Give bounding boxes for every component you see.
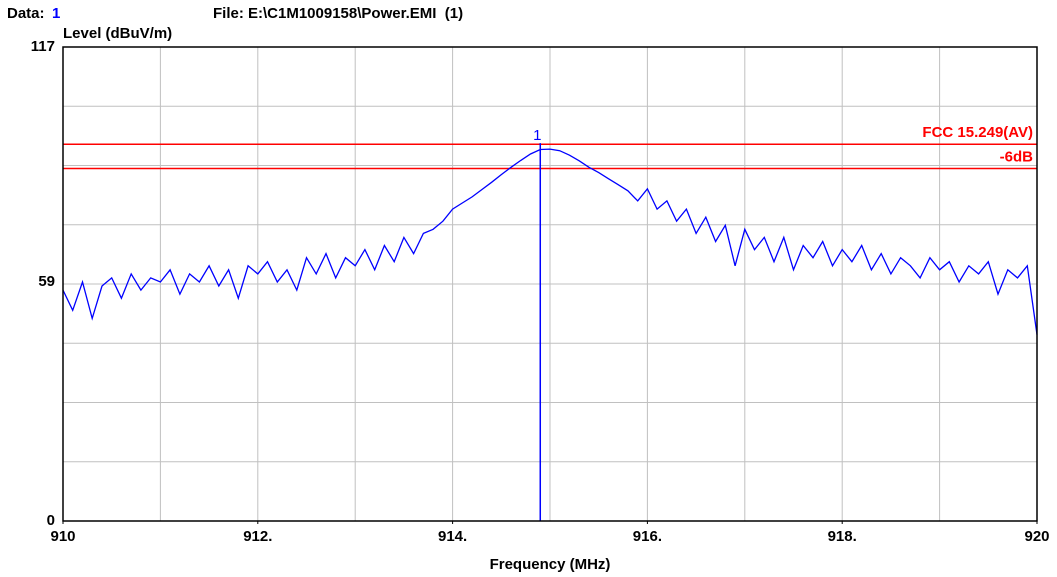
y-tick-label: 0 [47, 512, 55, 529]
y-axis-label: Level (dBuV/m) [63, 25, 172, 42]
x-tick-label: 914. [438, 528, 467, 545]
y-tick-label: 117 [31, 38, 55, 55]
x-tick-label: 918. [828, 528, 857, 545]
limit-label: -6dB [1000, 149, 1034, 166]
plot-frame [62, 46, 1038, 522]
x-tick-label: 912. [243, 528, 272, 545]
trace [62, 148, 1038, 335]
x-tick-label: 916. [633, 528, 662, 545]
x-tick-label: 920 [1024, 528, 1049, 545]
limit-label: FCC 15.249(AV) [922, 124, 1033, 141]
x-axis-label: Frequency (MHz) [490, 556, 611, 573]
marker-label: 1 [533, 127, 541, 144]
x-tick-label: 910 [50, 528, 75, 545]
header-label: Data: [7, 5, 45, 22]
y-tick-label: 59 [38, 273, 55, 290]
file-name: File: E:\C1M1009158\Power.EMI (1) [213, 5, 463, 22]
header-id: 1 [52, 5, 60, 22]
